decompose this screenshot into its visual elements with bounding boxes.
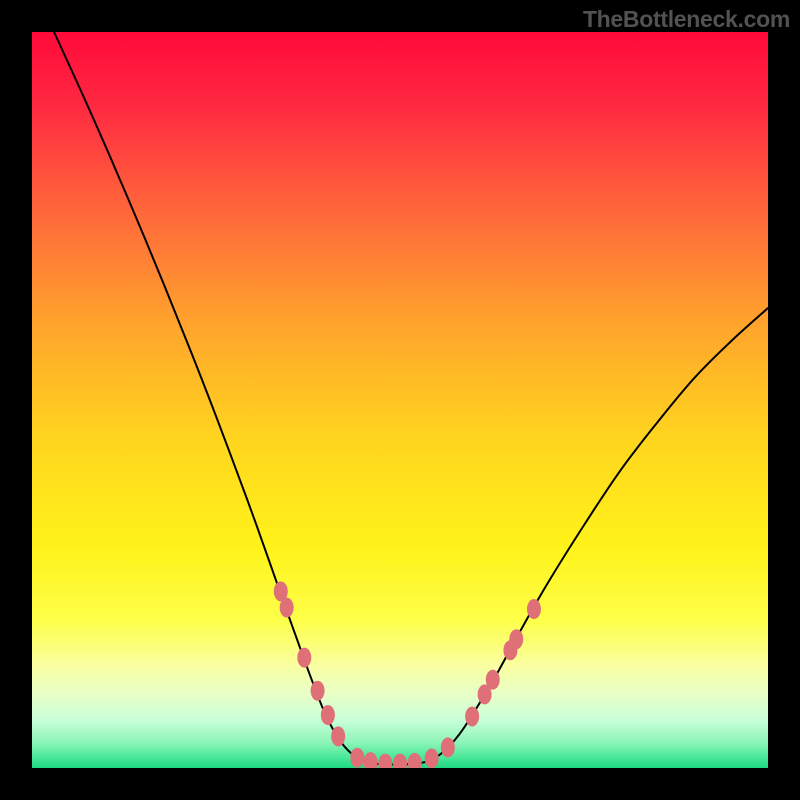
data-marker [350, 748, 364, 768]
data-marker [321, 705, 335, 725]
data-marker [509, 629, 523, 649]
data-marker [331, 726, 345, 746]
watermark-text: TheBottleneck.com [583, 6, 790, 33]
data-marker [465, 706, 479, 726]
chart-frame: TheBottleneck.com [0, 0, 800, 800]
plot-area [32, 32, 768, 768]
data-marker [297, 648, 311, 668]
data-marker [311, 681, 325, 701]
chart-background [32, 32, 768, 768]
data-marker [280, 598, 294, 618]
data-marker [441, 737, 455, 757]
data-marker [425, 748, 439, 768]
bottleneck-chart-svg [32, 32, 768, 768]
data-marker [486, 670, 500, 690]
data-marker [527, 599, 541, 619]
